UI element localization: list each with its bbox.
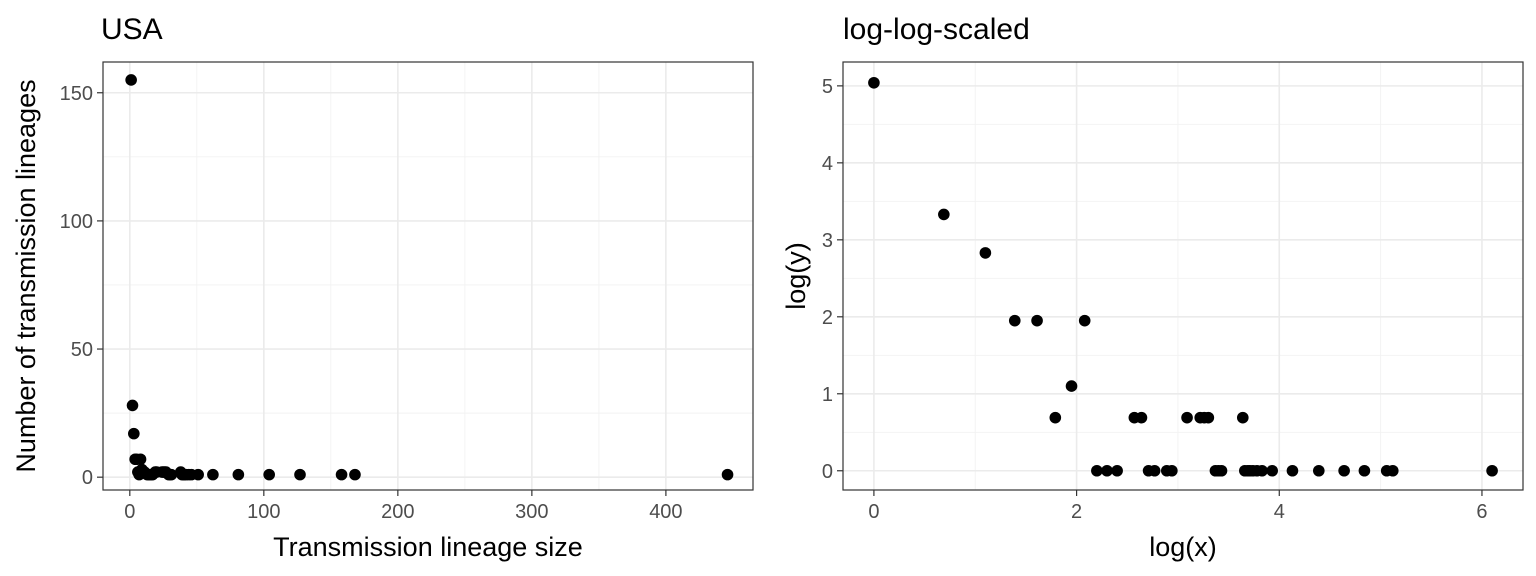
- data-point: [1486, 464, 1498, 477]
- chart-usa: USA 0 100 200 300 400 0 50 100 150 Transmission …: [11, 13, 754, 562]
- data-point: [1008, 314, 1021, 327]
- y-tick-label: 5: [822, 76, 833, 98]
- data-point: [207, 468, 219, 481]
- data-point: [1358, 464, 1371, 477]
- y-tick-label: 2: [822, 307, 833, 329]
- x-tick-label: 400: [649, 501, 682, 523]
- data-point: [1286, 464, 1299, 477]
- data-point: [335, 468, 348, 481]
- data-point: [165, 468, 178, 481]
- data-point: [1166, 464, 1178, 477]
- y-tick-label: 3: [822, 230, 833, 252]
- data-point: [1256, 464, 1268, 477]
- data-point: [1266, 464, 1278, 477]
- y-tick-label: 0: [822, 461, 833, 483]
- chart-title: USA: [101, 13, 163, 46]
- data-point: [232, 468, 245, 481]
- y-tick-label: 0: [82, 467, 93, 489]
- axis-ticks: 0 2 4 6 0 1 2 3 4 5: [822, 76, 1488, 523]
- y-axis-title: log(y): [781, 242, 811, 310]
- y-tick-label: 100: [60, 211, 93, 233]
- data-point: [1101, 464, 1113, 477]
- x-axis-title: log(x): [1149, 532, 1217, 562]
- data-point: [979, 247, 992, 259]
- chart-title: log-log-scaled: [843, 13, 1030, 46]
- data-point: [1111, 464, 1123, 477]
- data-point: [1236, 411, 1249, 424]
- data-point: [868, 76, 880, 89]
- data-point: [134, 453, 147, 466]
- data-point: [1049, 411, 1062, 424]
- data-point: [1078, 314, 1091, 327]
- data-point: [1031, 314, 1043, 327]
- y-axis-title: Number of transmission lineages: [11, 79, 41, 472]
- data-point: [1091, 464, 1103, 477]
- x-tick-label: 2: [1071, 501, 1082, 523]
- y-tick-label: 50: [71, 339, 93, 361]
- x-tick-label: 200: [381, 501, 414, 523]
- x-axis-title: Transmission lineage size: [273, 532, 583, 562]
- x-tick-label: 0: [868, 501, 879, 523]
- data-point: [126, 399, 139, 412]
- x-tick-label: 0: [124, 501, 135, 523]
- y-tick-label: 1: [822, 384, 833, 406]
- data-point: [1338, 464, 1350, 477]
- data-point: [125, 74, 137, 86]
- data-point: [1065, 380, 1078, 392]
- data-point: [1135, 411, 1148, 424]
- data-point: [294, 468, 306, 481]
- grid: [843, 62, 1523, 490]
- axis-ticks: 0 100 200 300 400 0 50 100 150: [60, 83, 683, 523]
- grid: [103, 62, 753, 490]
- plot-panel-border: [842, 61, 1524, 491]
- y-tick-label: 4: [822, 153, 833, 175]
- data-point: [1312, 464, 1325, 477]
- x-tick-label: 4: [1274, 501, 1285, 523]
- data-point: [1148, 464, 1161, 477]
- data-point: [1215, 464, 1228, 477]
- data-point: [1202, 411, 1215, 424]
- data-point: [1386, 464, 1399, 477]
- x-tick-label: 6: [1476, 501, 1487, 523]
- chart-log-log-scaled: log-log-scaled 0 2 4 6 0 1 2 3 4 5 log(x) log(y): [781, 13, 1524, 562]
- y-tick-label: 150: [60, 83, 93, 105]
- x-tick-label: 300: [515, 501, 548, 523]
- data-points: [868, 76, 1498, 477]
- data-point: [1181, 411, 1193, 424]
- data-point: [721, 468, 734, 481]
- plot-panel-border: [102, 61, 754, 491]
- data-point: [128, 427, 140, 440]
- data-point: [263, 468, 275, 481]
- data-points: [125, 74, 734, 481]
- x-tick-label: 100: [247, 501, 280, 523]
- data-point: [938, 208, 950, 221]
- data-point: [349, 468, 361, 481]
- data-point: [192, 468, 204, 481]
